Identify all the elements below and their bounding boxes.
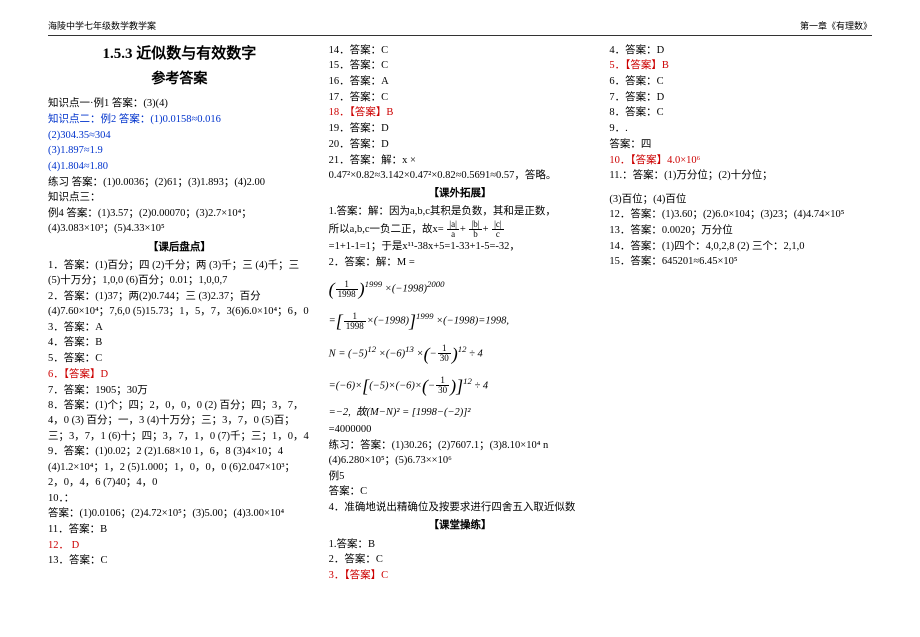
p: 10．【答案】4.0×10⁶ [609,153,872,168]
heading: 【课外拓展】 [329,186,592,201]
p: 8．答案：C [609,105,872,120]
content-columns: 1.5.3 近似数与有效数字 参考答案 知识点一·例1 答案：(3)(4) 知识… [48,42,872,584]
p: 17．答案：C [329,90,592,105]
column-1: 1.5.3 近似数与有效数字 参考答案 知识点一·例1 答案：(3)(4) 知识… [48,42,311,584]
section-subtitle: 参考答案 [48,70,311,90]
p: 3．【答案】C [329,568,592,583]
p: 15．答案：645201≈6.45×10⁵ [609,254,872,269]
p: (4)1.804≈1.80 [48,159,311,174]
p: 7．答案：D [609,90,872,105]
p: 例5 [329,469,592,484]
p: 19．答案：D [329,121,592,136]
math-expr: =[11998×(−1998)]1999 ×(−1998)=1998, [329,308,592,334]
p: 2．答案：解：M = [329,255,592,270]
heading: 【课后盘点】 [48,240,311,255]
p: 14．答案：(1)四个：4,0,2,8 (2) 三个：2,1,0 [609,239,872,254]
p: 练习：答案：(1)30.26；(2)7607.1；(3)8.10×10⁴ n (… [329,438,592,468]
p: (2)304.35≈304 [48,128,311,143]
math-expr: (11998)1999 ×(−1998)2000 [329,276,592,302]
header-right: 第一章《有理数》 [800,20,872,33]
p: 14．答案：C [329,43,592,58]
p: 16．答案：A [329,74,592,89]
p: 21．答案：解：x × 0.47²×0.82≈3.142×0.47²×0.82≈… [329,153,592,183]
p: 11．答案：B [48,522,311,537]
p: 6．答案：C [609,74,872,89]
p: 知识点三： [48,190,311,205]
p: (3)1.897≈1.9 [48,143,311,158]
p: 4．答案：D [609,43,872,58]
p: 例4 答案：(1)3.57；(2)0.00070；(3)2.7×10⁴；(4)3… [48,206,311,236]
p: 10．： [48,491,311,506]
p: 11.：答案：(1)万分位；(2)十分位； [609,168,872,183]
p: 13．答案：C [48,553,311,568]
page-header: 海陵中学七年级数学教学案 第一章《有理数》 [48,20,872,36]
p: 8．答案：(1)个；四；2，0，0，0 (2) 百分；四；3，7，4，0 (3)… [48,398,311,444]
p: 答案：(1)0.0106；(2)4.72×10⁵；(3)5.00；(4)3.00… [48,506,311,521]
p: 15．答案：C [329,58,592,73]
p: =1+1-1=1；于是x¹¹-38x+5=1-33+1-5=-32， [329,239,592,254]
math-expr: =(−6)×[(−5)×(−6)×(−130)]12 ÷ 4 [329,373,592,399]
p: 3．答案：A [48,320,311,335]
p: 2．答案：C [329,552,592,567]
p: 答案：四 [609,137,872,152]
p: 1．答案：(1)百分；四 (2)千分；两 (3)千；三 (4)千；三 (5)十万… [48,258,311,288]
p: =4000000 [329,422,592,437]
heading: 【课堂操练】 [329,518,592,533]
column-3: 4．答案：D 5．【答案】B 6．答案：C 7．答案：D 8．答案：C 9．. … [609,42,872,584]
p: 知识点二：例2 答案：(1)0.0158≈0.016 [48,112,311,127]
p: 9．答案：(1)0.02；2 (2)1.68×10 1，6，8 (3)4×10；… [48,444,311,490]
header-left: 海陵中学七年级数学教学案 [48,20,156,33]
p: 12．答案：(1)3.60；(2)6.0×104；(3)23；(4)4.74×1… [609,207,872,222]
p: 13．答案：0.0020；万分位 [609,223,872,238]
p: 5．答案：C [48,351,311,366]
p: 知识点一·例1 答案：(3)(4) [48,96,311,111]
p: 12． D [48,538,311,553]
math-expr: =−2, 故(M−N)² = [1998−(−2)]² [329,405,592,420]
p: 答案：C [329,484,592,499]
p: 1.答案：B [329,537,592,552]
section-title: 1.5.3 近似数与有效数字 [48,44,311,66]
p: 2．答案：(1)37；两(2)0.744；三 (3)2.37；百分(4)7.60… [48,289,311,319]
p: 7．答案：1905；30万 [48,383,311,398]
math-expr: N = (−5)12 ×(−6)13 ×(−130)12 ÷ 4 [329,341,592,367]
p: 1.答案：解：因为a,b,c其积是负数，其和是正数， [329,204,592,219]
p: 4．答案：B [48,335,311,350]
p: 9．. [609,121,872,136]
p: 4．准确地说出精确位及按要求进行四舍五入取近似数 [329,500,592,515]
p: 练习 答案：(1)0.0036；(2)61；(3)1.893；(4)2.00 [48,175,311,190]
p: 20．答案：D [329,137,592,152]
p: (3)百位；(4)百位 [609,192,872,207]
p: 18．【答案】B [329,105,592,120]
p: 5．【答案】B [609,58,872,73]
column-2: 14．答案：C 15．答案：C 16．答案：A 17．答案：C 18．【答案】B… [329,42,592,584]
p: 6．【答案】D [48,367,311,382]
math-line: 所以a,b,c一负二正，故x= |a|a+ |b|b+ |c|c [329,220,592,239]
